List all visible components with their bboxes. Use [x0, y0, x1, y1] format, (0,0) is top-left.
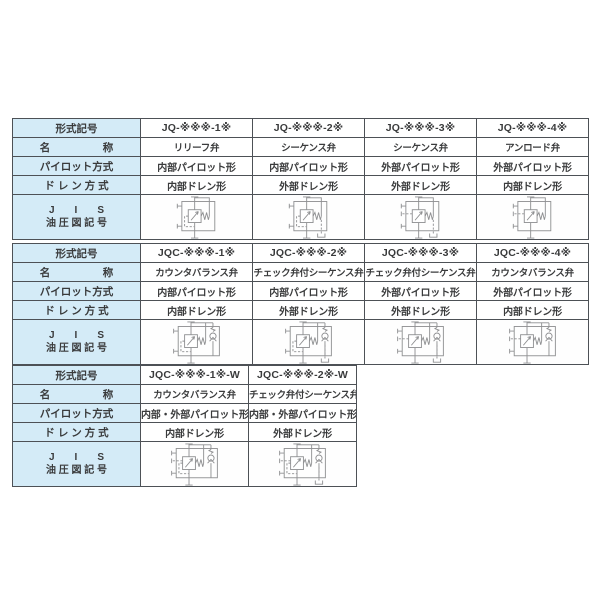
row-label-drain: ド レ ン 方 式 — [12, 422, 141, 442]
row-pilot-type: パイロット方式 内部パイロット形 内部パイロット形 外部パイロット形 外部パイロ… — [12, 156, 589, 176]
valve-name: チェック弁付シーケンス弁 — [252, 262, 365, 282]
sequence-valve-symbol-icon — [364, 194, 477, 240]
pilot-type: 内部パイロット形 — [252, 281, 365, 301]
valve-name: リリーフ弁 — [140, 137, 253, 157]
row-label-name: 名 称 — [12, 262, 141, 282]
row-valve-name: 名 称 リリーフ弁 シーケンス弁 シーケンス弁 アンロード弁 — [12, 137, 589, 157]
model-code: JQC-※※※-4※ — [476, 243, 589, 263]
row-jis-symbol: J I S 油 圧 図 記 号 — [12, 194, 589, 240]
valve-name: シーケンス弁 — [364, 137, 477, 157]
row-pilot-type: パイロット方式 内部パイロット形 内部パイロット形 外部パイロット形 外部パイロ… — [12, 281, 589, 301]
pilot-type: 内部・外部パイロット形 — [140, 403, 249, 423]
drain-type: 内部ドレン形 — [140, 175, 253, 195]
valve-name: カウンタバランス弁 — [476, 262, 589, 282]
row-drain-type: ド レ ン 方 式 内部ドレン形 外部ドレン形 — [12, 422, 357, 442]
model-code: JQC-※※※-1※-W — [140, 365, 249, 385]
row-jis-symbol: J I S 油 圧 図 記 号 — [12, 441, 357, 487]
drain-type: 内部ドレン形 — [476, 175, 589, 195]
drain-type: 内部ドレン形 — [476, 300, 589, 320]
drain-type: 外部ドレン形 — [364, 175, 477, 195]
valve-name: カウンタバランス弁 — [140, 262, 253, 282]
pilot-type: 内部・外部パイロット形 — [248, 403, 357, 423]
row-label-model-code: 形式記号 — [12, 243, 141, 263]
row-label-model-code: 形式記号 — [12, 118, 141, 138]
relief-valve-symbol-icon — [140, 194, 253, 240]
check-sequence-valve-symbol-icon — [364, 319, 477, 365]
model-code: JQC-※※※-1※ — [140, 243, 253, 263]
row-label-name: 名 称 — [12, 384, 141, 404]
row-valve-name: 名 称 カウンタバランス弁 チェック弁付シーケンス弁 — [12, 384, 357, 404]
drain-type: 外部ドレン形 — [252, 300, 365, 320]
row-drain-type: ド レ ン 方 式 内部ドレン形 外部ドレン形 外部ドレン形 内部ドレン形 — [12, 175, 589, 195]
counterbalance-valve-symbol-icon — [140, 319, 253, 365]
row-model-code: 形式記号 JQC-※※※-1※ JQC-※※※-2※ JQC-※※※-3※ JQ… — [12, 243, 589, 263]
pilot-type: 外部パイロット形 — [364, 156, 477, 176]
table-jqc-series: 形式記号 JQC-※※※-1※ JQC-※※※-2※ JQC-※※※-3※ JQ… — [12, 243, 589, 365]
drain-type: 内部ドレン形 — [140, 300, 253, 320]
drain-type: 外部ドレン形 — [252, 175, 365, 195]
pilot-type: 外部パイロット形 — [476, 281, 589, 301]
check-sequence-valve-dual-pilot-symbol-icon — [248, 441, 357, 487]
pilot-type: 外部パイロット形 — [364, 281, 477, 301]
valve-name: チェック弁付シーケンス弁 — [248, 384, 357, 404]
pilot-type: 内部パイロット形 — [140, 281, 253, 301]
row-label-pilot: パイロット方式 — [12, 281, 141, 301]
drain-type: 外部ドレン形 — [248, 422, 357, 442]
model-code: JQ-※※※-3※ — [364, 118, 477, 138]
table-jq-series: 形式記号 JQ-※※※-1※ JQ-※※※-2※ JQ-※※※-3※ JQ-※※… — [12, 118, 589, 240]
table-jqc-w-series: 形式記号 JQC-※※※-1※-W JQC-※※※-2※-W 名 称 カウンタバ… — [12, 365, 357, 487]
unload-valve-symbol-icon — [476, 194, 589, 240]
row-label-jis-symbol: J I S 油 圧 図 記 号 — [12, 319, 141, 365]
pilot-type: 外部パイロット形 — [476, 156, 589, 176]
row-pilot-type: パイロット方式 内部・外部パイロット形 内部・外部パイロット形 — [12, 403, 357, 423]
row-label-name: 名 称 — [12, 137, 141, 157]
row-label-jis-symbol: J I S 油 圧 図 記 号 — [12, 194, 141, 240]
check-sequence-valve-symbol-icon — [252, 319, 365, 365]
sequence-valve-symbol-icon — [252, 194, 365, 240]
counterbalance-valve-dual-pilot-symbol-icon — [140, 441, 249, 487]
model-code: JQC-※※※-3※ — [364, 243, 477, 263]
valve-name: アンロード弁 — [476, 137, 589, 157]
row-drain-type: ド レ ン 方 式 内部ドレン形 外部ドレン形 外部ドレン形 内部ドレン形 — [12, 300, 589, 320]
model-code: JQC-※※※-2※ — [252, 243, 365, 263]
model-code: JQ-※※※-1※ — [140, 118, 253, 138]
row-label-drain: ド レ ン 方 式 — [12, 300, 141, 320]
row-label-pilot: パイロット方式 — [12, 156, 141, 176]
row-jis-symbol: J I S 油 圧 図 記 号 — [12, 319, 589, 365]
valve-name: チェック弁付シーケンス弁 — [364, 262, 477, 282]
row-label-drain: ド レ ン 方 式 — [12, 175, 141, 195]
row-label-pilot: パイロット方式 — [12, 403, 141, 423]
valve-name: シーケンス弁 — [252, 137, 365, 157]
model-code: JQ-※※※-2※ — [252, 118, 365, 138]
row-model-code: 形式記号 JQC-※※※-1※-W JQC-※※※-2※-W — [12, 365, 357, 385]
counterbalance-valve-symbol-icon — [476, 319, 589, 365]
model-code: JQC-※※※-2※-W — [248, 365, 357, 385]
valve-name: カウンタバランス弁 — [140, 384, 249, 404]
row-label-jis-symbol: J I S 油 圧 図 記 号 — [12, 441, 141, 487]
drain-type: 内部ドレン形 — [140, 422, 249, 442]
model-code: JQ-※※※-4※ — [476, 118, 589, 138]
pilot-type: 内部パイロット形 — [252, 156, 365, 176]
row-label-model-code: 形式記号 — [12, 365, 141, 385]
row-model-code: 形式記号 JQ-※※※-1※ JQ-※※※-2※ JQ-※※※-3※ JQ-※※… — [12, 118, 589, 138]
row-valve-name: 名 称 カウンタバランス弁 チェック弁付シーケンス弁 チェック弁付シーケンス弁 … — [12, 262, 589, 282]
pilot-type: 内部パイロット形 — [140, 156, 253, 176]
drain-type: 外部ドレン形 — [364, 300, 477, 320]
